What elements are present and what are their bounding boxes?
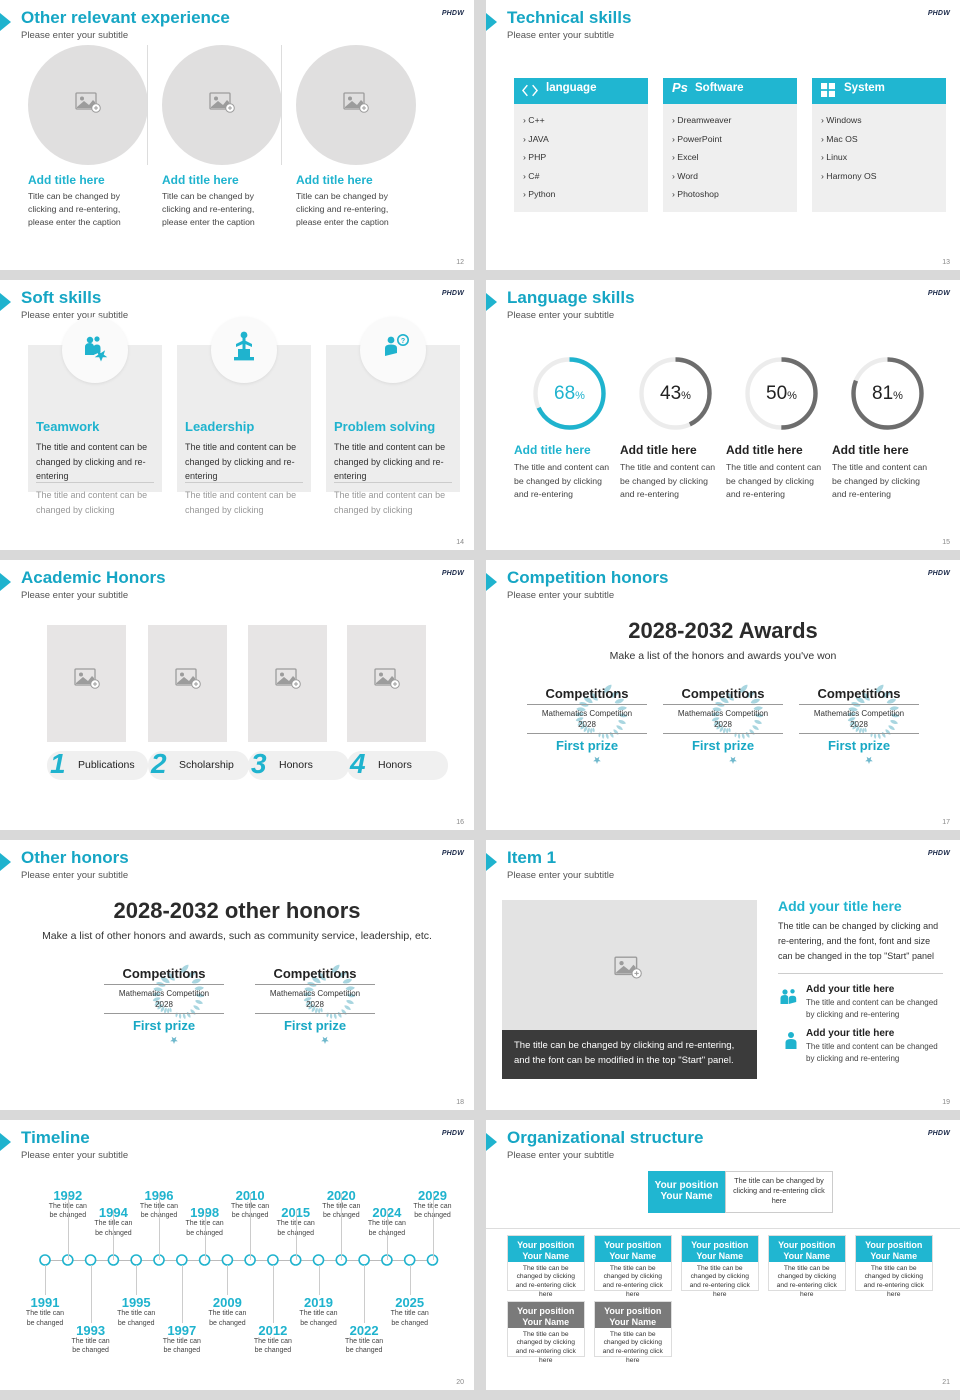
svg-text:?: ? — [401, 338, 405, 345]
svg-text:43%: 43% — [660, 383, 691, 404]
svg-text:81%: 81% — [872, 383, 903, 404]
svg-text:68%: 68% — [554, 383, 585, 404]
svg-text:50%: 50% — [766, 383, 797, 404]
